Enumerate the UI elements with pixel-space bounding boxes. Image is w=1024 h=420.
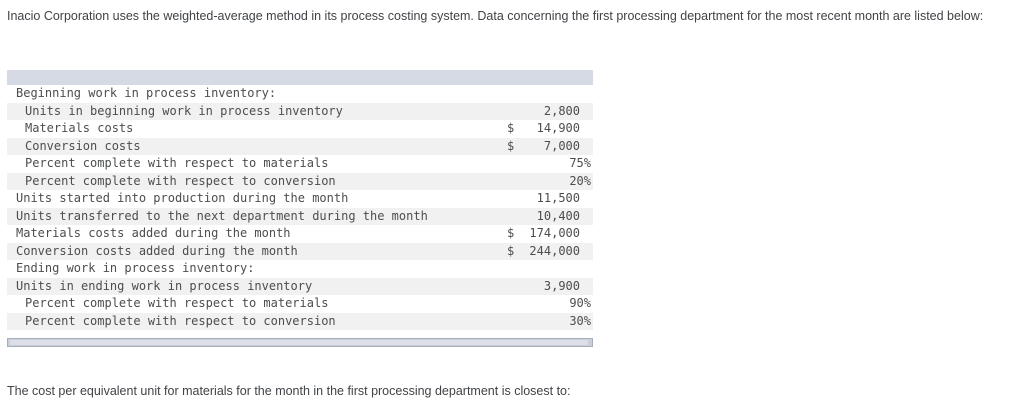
data-table: Beginning work in process inventory: Uni…	[7, 70, 593, 347]
problem-intro: Inacio Corporation uses the weighted-ave…	[7, 9, 984, 23]
table-row: Units in beginning work in process inven…	[7, 102, 593, 120]
row-value: 10,400	[536, 208, 580, 223]
table-row: Percent complete with respect to convers…	[7, 312, 593, 330]
table-row: Materials costs added during the month $…	[7, 225, 593, 243]
table-row: Conversion costs added during the month …	[7, 242, 593, 260]
row-value: 174,000	[529, 226, 580, 240]
table-row: Units started into production during the…	[7, 190, 593, 208]
row-label: Conversion costs	[25, 138, 141, 153]
row-label: Percent complete with respect to convers…	[25, 313, 336, 328]
currency-symbol: $	[507, 121, 515, 135]
row-label: Conversion costs added during the month	[16, 243, 298, 258]
table-row: Units in ending work in process inventor…	[7, 277, 593, 295]
currency-symbol: $	[507, 243, 515, 258]
table-row: Percent complete with respect to materia…	[7, 155, 593, 173]
row-label: Units in ending work in process inventor…	[16, 278, 313, 293]
scrollbar-thumb[interactable]	[10, 340, 588, 345]
row-value: 2,800	[543, 103, 580, 118]
row-label: Units transferred to the next department…	[16, 208, 428, 223]
table-row: Units transferred to the next department…	[7, 207, 593, 225]
table-row: Materials costs $ 14,900	[7, 120, 593, 138]
row-label: Units in beginning work in process inven…	[25, 103, 343, 118]
row-value: 30%	[569, 313, 591, 328]
question-text: The cost per equivalent unit for materia…	[7, 384, 571, 398]
table-row: Ending work in process inventory:	[7, 260, 593, 278]
row-value: 7,000	[543, 138, 580, 153]
row-value: 20%	[569, 173, 591, 188]
row-label: Beginning work in process inventory:	[16, 86, 277, 100]
row-value: 3,900	[543, 278, 580, 293]
row-value: 244,000	[529, 243, 580, 258]
table-row: Beginning work in process inventory:	[7, 85, 593, 103]
table-header-bar	[7, 70, 593, 85]
table-row: Conversion costs $ 7,000	[7, 137, 593, 155]
horizontal-scrollbar[interactable]	[7, 338, 593, 347]
row-label: Percent complete with respect to materia…	[25, 296, 329, 310]
table-row: Percent complete with respect to convers…	[7, 172, 593, 190]
table-rows: Beginning work in process inventory: Uni…	[7, 85, 593, 330]
row-label: Materials costs	[25, 121, 134, 135]
table-row: Percent complete with respect to materia…	[7, 295, 593, 313]
row-label: Percent complete with respect to convers…	[25, 173, 336, 188]
row-value: 14,900	[536, 121, 580, 135]
row-value: 90%	[569, 296, 591, 310]
row-label: Materials costs added during the month	[16, 226, 291, 240]
currency-symbol: $	[507, 226, 515, 240]
row-label: Ending work in process inventory:	[16, 261, 255, 275]
row-value: 75%	[569, 156, 591, 170]
row-value: 11,500	[536, 191, 580, 205]
row-label: Percent complete with respect to materia…	[25, 156, 329, 170]
row-label: Units started into production during the…	[16, 191, 349, 205]
currency-symbol: $	[507, 138, 515, 153]
